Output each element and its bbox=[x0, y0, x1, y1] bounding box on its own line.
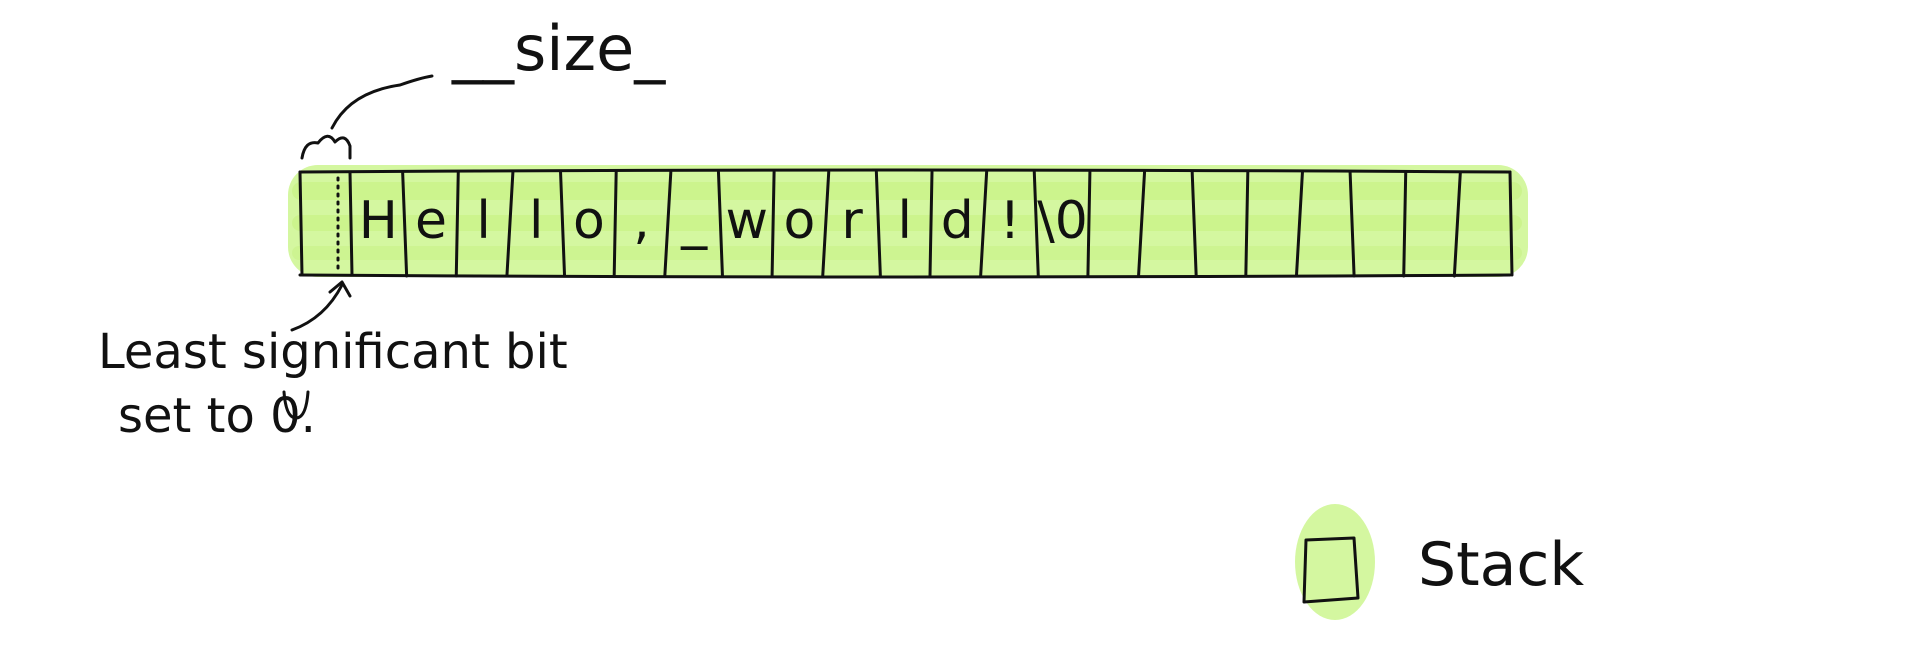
cell-divider bbox=[874, 170, 882, 278]
cell-divider bbox=[1086, 170, 1092, 278]
buffer-cell-char: , bbox=[633, 191, 650, 251]
size-brace bbox=[300, 134, 352, 160]
size-label-group: __size_ bbox=[300, 12, 666, 160]
legend-label: Stack bbox=[1418, 530, 1584, 600]
cell-divider bbox=[928, 170, 934, 278]
buffer-cell-char: _ bbox=[680, 191, 708, 251]
cell-divider bbox=[1190, 170, 1198, 278]
cell-divider bbox=[770, 170, 776, 278]
cell-divider bbox=[1452, 170, 1462, 278]
cell-divider bbox=[1348, 170, 1356, 278]
buffer-cell-char: l bbox=[529, 191, 543, 251]
lsb-annotation-line2: set to 0. bbox=[118, 388, 316, 444]
size-label: __size_ bbox=[451, 12, 666, 85]
cell-divider bbox=[1402, 170, 1408, 278]
buffer-cell-char: H bbox=[359, 191, 398, 251]
cell-divider bbox=[1032, 170, 1040, 278]
buffer-outline bbox=[298, 168, 1514, 279]
lsb-arrowhead bbox=[328, 280, 352, 298]
lsb-insert-mark bbox=[282, 390, 310, 420]
cell-divider bbox=[1294, 170, 1304, 278]
lsb-arrow bbox=[290, 283, 344, 332]
buffer-cell-char: \0 bbox=[1037, 191, 1088, 251]
lsb-annotation-group: Least significant bit set to 0. bbox=[98, 280, 568, 444]
buffer-cell-char: l bbox=[897, 191, 911, 251]
size-arrow-curve bbox=[330, 74, 434, 130]
buffer-cell-char: ! bbox=[1000, 191, 1021, 251]
legend: Stack bbox=[1295, 504, 1584, 620]
cell-divider bbox=[559, 170, 567, 278]
cell-divider bbox=[612, 170, 618, 278]
buffer-cell-char: o bbox=[573, 191, 605, 251]
cell-divider bbox=[1137, 170, 1147, 278]
cell-divider bbox=[663, 170, 673, 278]
buffer-cell-char: r bbox=[841, 191, 863, 251]
cell-divider bbox=[454, 170, 460, 278]
lsb-annotation-line1: Least significant bit bbox=[98, 324, 568, 380]
cell-divider bbox=[821, 170, 831, 278]
buffer-highlight bbox=[288, 165, 1528, 277]
cell-divider bbox=[1244, 170, 1250, 278]
buffer-cell-char: e bbox=[415, 191, 447, 251]
cell-divider bbox=[716, 170, 724, 278]
legend-swatch-highlight bbox=[1295, 504, 1375, 620]
cell-divider bbox=[505, 170, 515, 278]
size-field-cell bbox=[336, 170, 354, 277]
cell-divider bbox=[979, 170, 989, 278]
legend-swatch bbox=[1302, 536, 1360, 604]
buffer-cell-char: d bbox=[941, 191, 974, 251]
buffer-cell-char: o bbox=[783, 191, 815, 251]
cell-divider bbox=[401, 170, 409, 278]
buffer-cell-char: w bbox=[726, 191, 769, 251]
buffer-cell-char: l bbox=[476, 191, 490, 251]
